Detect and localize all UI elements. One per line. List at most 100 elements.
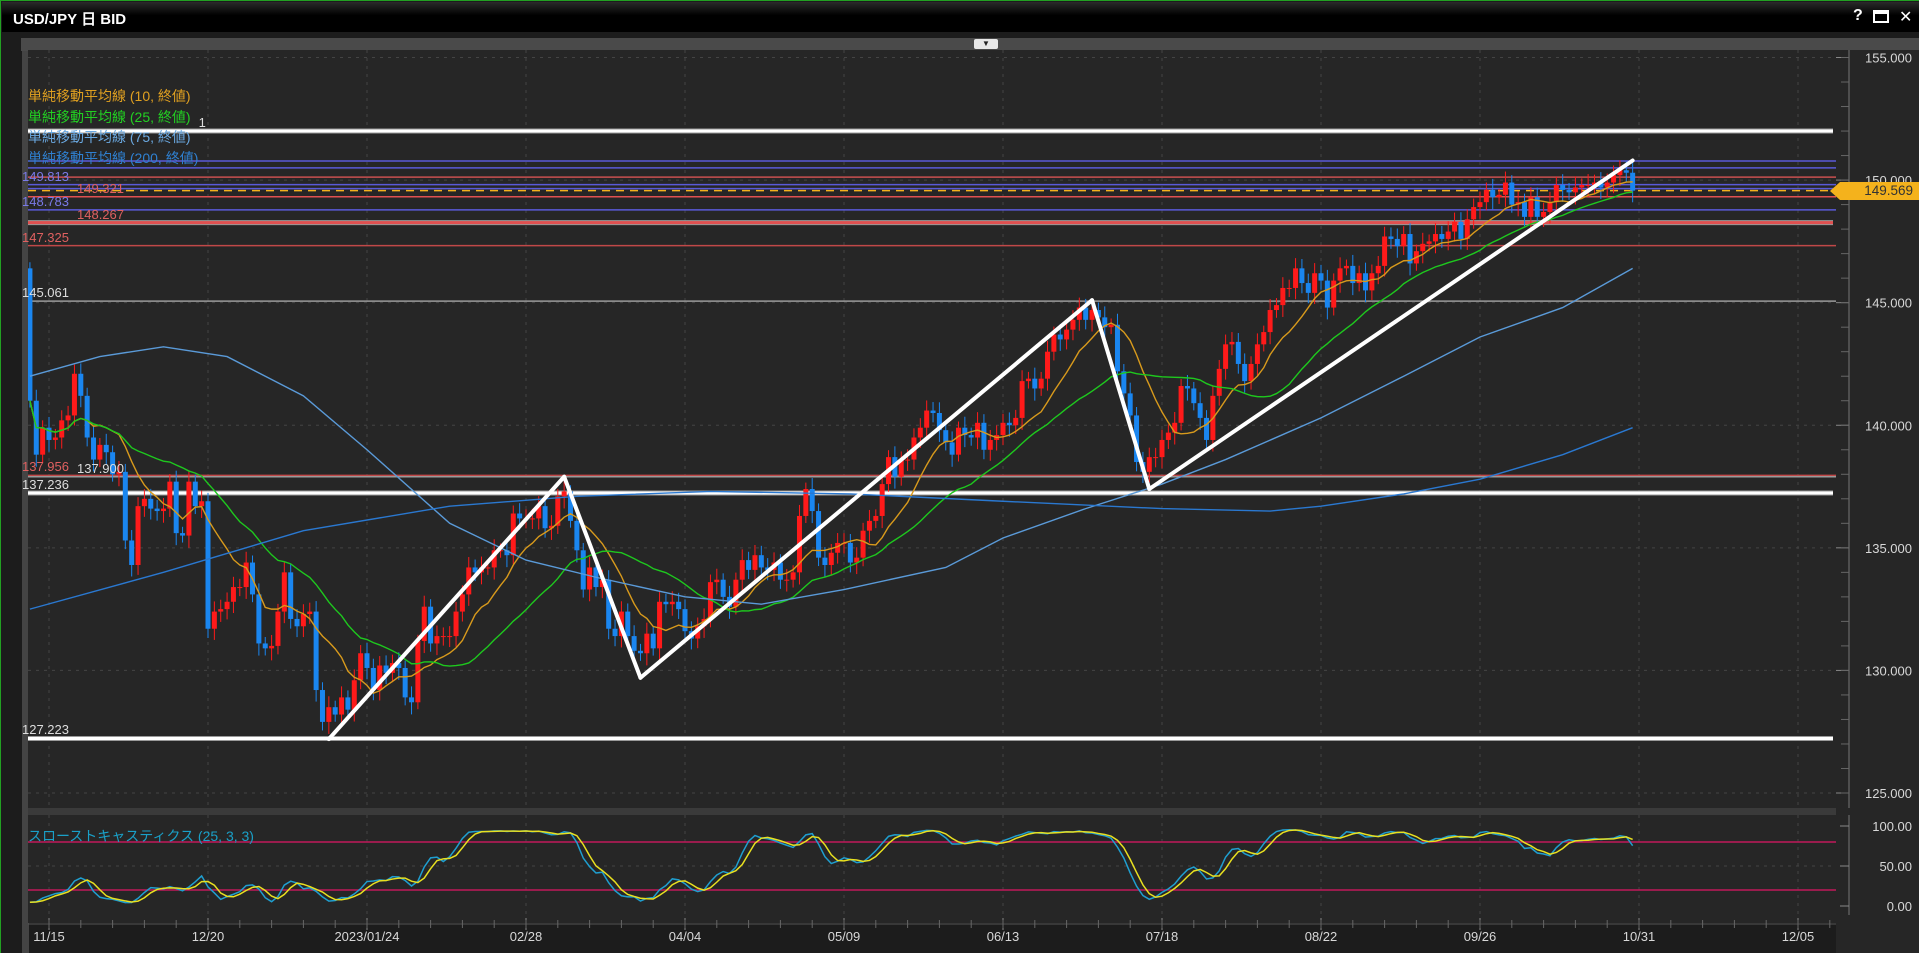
candle-down	[682, 609, 688, 632]
candle-down	[402, 667, 408, 698]
candle-down	[1127, 393, 1133, 416]
candle-down	[847, 542, 853, 563]
candle-down	[319, 690, 325, 722]
candle-down	[1191, 388, 1197, 404]
candle-up	[1464, 219, 1470, 239]
candle-up	[924, 410, 930, 428]
candle-up	[790, 572, 796, 580]
candle-down	[1184, 386, 1190, 389]
x-tick-label: 02/28	[510, 929, 543, 944]
candle-down	[517, 513, 523, 519]
candle-up	[281, 572, 287, 612]
candle-down	[313, 611, 319, 691]
candle-down	[154, 508, 160, 512]
candle-down	[758, 555, 764, 568]
candle-up	[587, 567, 593, 590]
trend-line	[1147, 158, 1635, 491]
candle-up	[905, 459, 911, 461]
candle-up	[1591, 182, 1597, 185]
candle-up	[987, 439, 993, 450]
candle-up	[186, 481, 192, 536]
candle-up	[1153, 457, 1159, 459]
legend-item: 単純移動平均線 (25, 終値)	[28, 108, 191, 125]
candle-up	[218, 609, 224, 612]
candle-down	[1490, 189, 1496, 198]
candle-up	[1159, 439, 1165, 458]
horizontal-line-label: 1	[198, 115, 206, 131]
candle-up	[300, 614, 306, 627]
candle-down	[930, 410, 936, 413]
x-tick-label: 09/26	[1464, 929, 1497, 944]
candle-up	[1293, 268, 1299, 288]
candle-up	[453, 611, 459, 637]
legend-item: 単純移動平均線 (200, 終値)	[28, 149, 199, 166]
y-tick-label: 135.000	[1865, 541, 1912, 556]
candle-up	[599, 579, 605, 588]
horizontal-line-label: 148.783	[22, 193, 69, 209]
trend-line	[326, 474, 567, 742]
candle-up	[1273, 305, 1279, 311]
candle-down	[949, 442, 955, 455]
candle-up	[866, 520, 872, 531]
candle-up	[1286, 287, 1292, 289]
maximize-icon[interactable]	[1873, 10, 1889, 29]
candle-up	[917, 427, 923, 438]
candle-up	[1045, 351, 1051, 379]
candle-down	[1407, 234, 1413, 264]
stochastic-tick-label: 0.00	[1887, 899, 1912, 914]
candle-up	[307, 611, 313, 615]
title-bar: USD/JPY 日 BID ? ✕	[2, 2, 1919, 32]
candle-up	[657, 601, 663, 649]
candle-up	[1547, 202, 1553, 212]
candle-up	[1541, 211, 1547, 217]
candle-down	[1394, 238, 1400, 247]
candle-up	[1579, 184, 1585, 188]
candle-down	[943, 430, 949, 443]
candle-down	[78, 373, 84, 396]
stochastic-tick-label: 100.00	[1872, 819, 1912, 834]
horizontal-line-label: 145.061	[22, 285, 69, 301]
y-tick-label: 155.000	[1865, 51, 1912, 66]
candle-up	[1611, 175, 1617, 183]
candle-down	[28, 268, 33, 401]
candle-down	[606, 579, 612, 629]
candle-down	[625, 611, 631, 637]
candle-down	[1534, 197, 1540, 217]
candle-up	[491, 550, 497, 568]
moving-average-line-200	[29, 427, 1633, 610]
candle-up	[1312, 273, 1318, 293]
candle-down	[1235, 341, 1241, 364]
close-icon[interactable]: ✕	[1899, 9, 1913, 26]
candle-up	[135, 506, 141, 565]
candle-up	[739, 560, 745, 580]
candle-down	[148, 498, 154, 509]
candle-up	[116, 471, 122, 475]
moving-average-line-10	[29, 181, 1633, 695]
candle-up	[548, 525, 554, 529]
help-button[interactable]: ?	[1853, 7, 1863, 24]
candle-down	[1439, 234, 1445, 239]
toolbar-dropdown-button[interactable]: ▼	[974, 39, 998, 49]
window-title: USD/JPY 日 BID	[13, 11, 127, 28]
candle-down	[650, 633, 656, 649]
candle-up	[1432, 234, 1438, 242]
stochastic-d-line	[29, 829, 1633, 904]
candle-up	[1401, 234, 1407, 247]
candle-down	[1598, 182, 1604, 188]
candle-up	[561, 491, 567, 497]
candle-down	[1114, 324, 1120, 372]
candle-down	[472, 567, 478, 573]
candle-down	[504, 550, 510, 556]
candle-down	[637, 650, 643, 654]
x-tick-label: 11/15	[33, 929, 65, 944]
candle-up	[1331, 280, 1337, 308]
horizontal-line-label: 148.267	[77, 206, 124, 222]
candle-up	[1471, 207, 1477, 220]
candle-down	[1318, 273, 1324, 281]
panel-divider	[28, 808, 1919, 815]
candle-up	[1261, 332, 1267, 345]
horizontal-line-label: 149.321	[77, 180, 124, 196]
candle-up	[447, 636, 453, 638]
candle-up	[898, 459, 904, 477]
